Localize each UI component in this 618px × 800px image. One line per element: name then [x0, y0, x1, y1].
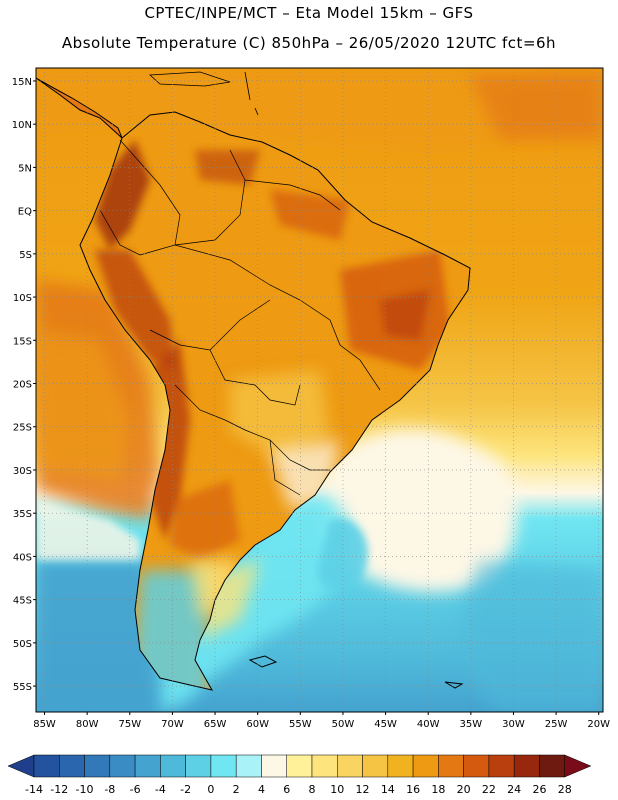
lon-tick-label: 75W [118, 719, 141, 730]
colorbar-swatch [286, 754, 313, 778]
colorbar-swatch [412, 754, 439, 778]
lat-tick-label: 45S [13, 596, 32, 607]
lat-tick-label: 10N [12, 120, 32, 131]
colorbar-label: 20 [457, 783, 471, 796]
lon-tick-label: 50W [332, 719, 355, 730]
colorbar-label: -4 [155, 783, 166, 796]
colorbar-swatch [488, 754, 515, 778]
colorbar-label: 26 [532, 783, 546, 796]
colorbar-swatch [59, 754, 85, 778]
lat-tick-label: 50S [13, 639, 32, 650]
lon-tick-label: 55W [289, 719, 312, 730]
lon-tick-label: 70W [161, 719, 184, 730]
lat-tick-label: 20S [13, 380, 32, 391]
colorbar-label: 0 [207, 783, 214, 796]
colorbar-swatch [337, 754, 363, 778]
colorbar-label: 28 [558, 783, 572, 796]
colorbar-label: 16 [406, 783, 420, 796]
colorbar-label: 18 [431, 783, 445, 796]
colorbar-label: -10 [76, 783, 94, 796]
colorbar-swatch [362, 754, 389, 778]
colorbar-swatch [33, 754, 60, 778]
latitude-labels: 15N 10N 5N EQ 5S 10S 15S 20S 25S 30S 35S 40S 45S 50S 5… [12, 77, 36, 693]
lat-tick-label: 55S [13, 682, 32, 693]
colorbar: -14 -12 -10 -8 -6 -4 -2 0 2 4 6 8 10 12 14 16 18 20 22 24 26… [7, 754, 592, 796]
caribbean-islands [149, 71, 231, 87]
lat-tick-label: 5S [19, 250, 32, 261]
colorbar-label: -14 [25, 783, 43, 796]
colorbar-label: 24 [507, 783, 521, 796]
colorbar-label: -12 [50, 783, 68, 796]
graticule [36, 68, 603, 712]
colorbar-label: -6 [130, 783, 141, 796]
colorbar-swatch [134, 754, 161, 778]
colorbar-swatch [235, 754, 262, 778]
colorbar-swatch [387, 754, 414, 778]
colorbar-label: 4 [258, 783, 265, 796]
central-america [35, 77, 123, 139]
colorbar-swatch [463, 754, 490, 778]
lon-tick-label: 30W [502, 719, 525, 730]
colorbar-swatch [185, 754, 212, 778]
lon-tick-label: 85W [33, 719, 56, 730]
lat-tick-label: 25S [13, 423, 32, 434]
colorbar-swatch [160, 754, 186, 778]
country-borders [99, 139, 381, 496]
lon-tick-label: 40W [417, 719, 440, 730]
colorbar-swatch [109, 754, 136, 778]
colorbar-arrow-high [564, 754, 592, 778]
lat-tick-label: 15N [12, 77, 32, 88]
colorbar-label: 22 [482, 783, 496, 796]
colorbar-swatch [261, 754, 287, 778]
colorbar-label: -2 [180, 783, 191, 796]
colorbar-swatch [539, 754, 565, 778]
lat-tick-label: 40S [13, 552, 32, 563]
colorbar-swatch [210, 754, 237, 778]
lat-tick-label: EQ [18, 207, 32, 218]
colorbar-label: 8 [309, 783, 316, 796]
lon-tick-label: 80W [76, 719, 99, 730]
colorbar-label: 14 [381, 783, 395, 796]
map-title-line-1: CPTEC/INPE/MCT – Eta Model 15km – GFS [144, 4, 474, 22]
lat-tick-label: 30S [13, 466, 32, 477]
lat-tick-label: 5N [18, 163, 32, 174]
lon-tick-label: 60W [246, 719, 269, 730]
colorbar-label: -8 [104, 783, 115, 796]
colorbar-label: 10 [330, 783, 344, 796]
lat-tick-label: 10S [13, 293, 32, 304]
colorbar-swatch [438, 754, 464, 778]
lat-tick-label: 35S [13, 509, 32, 520]
colorbar-swatch [84, 754, 111, 778]
colorbar-swatch [311, 754, 338, 778]
map-title-line-2: Absolute Temperature (C) 850hPa – 26/05/… [61, 34, 557, 52]
colorbar-label: 12 [356, 783, 370, 796]
lon-tick-label: 65W [204, 719, 227, 730]
lat-tick-label: 15S [13, 336, 32, 347]
longitude-labels: 85W 80W 75W 70W 65W 60W 55W 50W 45W 40W 35W 30W 25W 2… [33, 712, 610, 730]
lon-tick-label: 25W [545, 719, 568, 730]
colorbar-arrow-low [7, 754, 35, 778]
colorbar-label: 6 [283, 783, 290, 796]
coastline [79, 111, 471, 691]
lon-tick-label: 20W [587, 719, 610, 730]
falkland-islands [248, 655, 278, 668]
plot-frame [35, 67, 604, 713]
lon-tick-label: 35W [460, 719, 483, 730]
colorbar-swatch [513, 754, 540, 778]
lon-tick-label: 45W [374, 719, 397, 730]
colorbar-label: 2 [233, 783, 240, 796]
